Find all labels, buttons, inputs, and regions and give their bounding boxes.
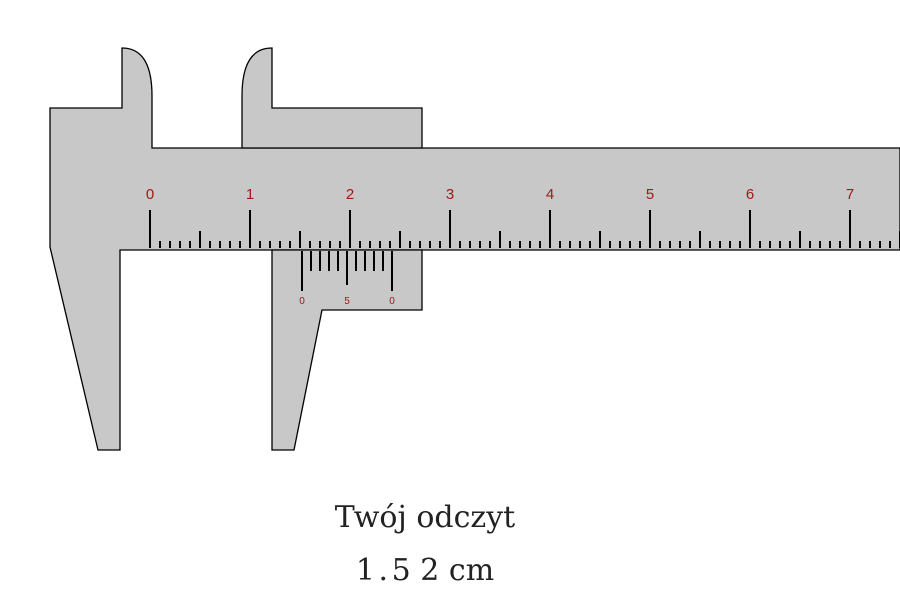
main-scale-labels: 0 1 2 3 4 5 6 7 — [146, 186, 854, 203]
readout-digit-ones: 1 — [355, 553, 375, 588]
main-scale-label: 7 — [846, 186, 854, 203]
main-scale-label: 0 — [146, 186, 154, 203]
readout-label: Twój odczyt — [334, 500, 516, 535]
readout-unit: cm — [448, 553, 495, 588]
sliding-jaw-lower[interactable] — [271, 249, 423, 451]
main-scale-label: 4 — [546, 186, 554, 203]
vernier-scale-label: 5 — [344, 296, 350, 307]
vernier-scale-ticks — [301, 251, 393, 291]
readout-digit-hundredths: 2 — [420, 553, 440, 588]
main-scale-label: 2 — [346, 186, 354, 203]
main-scale-label: 1 — [246, 186, 254, 203]
main-scale-label: 6 — [746, 186, 754, 203]
vernier-scale-label: 0 — [389, 296, 395, 307]
main-scale-label: 5 — [646, 186, 654, 203]
readout-digit-tenths: 5 — [391, 553, 411, 588]
main-scale-ticks — [149, 210, 900, 248]
fixed-jaw-and-beam — [49, 47, 900, 451]
readout-separator: . — [378, 553, 389, 588]
vernier-scale-labels: 0 5 0 — [299, 296, 395, 307]
readout-value: 1.5 2 cm — [0, 553, 850, 588]
sliding-jaw[interactable] — [241, 47, 423, 149]
vernier-scale-label: 0 — [299, 296, 305, 307]
main-scale-label: 3 — [446, 186, 454, 203]
